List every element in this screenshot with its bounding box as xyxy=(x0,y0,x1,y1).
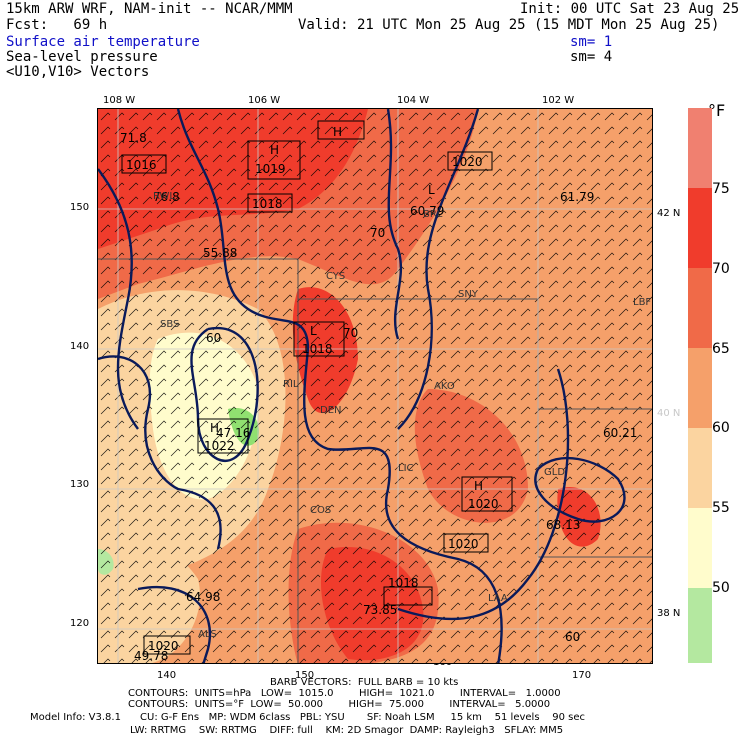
station-label: LAA xyxy=(488,593,508,604)
colorbar-swatch xyxy=(688,268,712,348)
low-pressure-value: 1018 xyxy=(302,342,333,356)
valid-time: Valid: 21 UTC Mon 25 Aug 25 (15 MDT Mon … xyxy=(298,17,720,33)
temp-label: 60.21 xyxy=(603,426,637,440)
high-pressure-value: 1019 xyxy=(255,162,286,176)
temp-label: 49.78 xyxy=(134,649,168,663)
temp-label: 71.8 xyxy=(120,131,147,145)
colorbar-swatch xyxy=(688,348,712,428)
station-label: BRL xyxy=(423,209,443,220)
model-title: 15km ARW WRF, NAM-init -- NCAR/MMM xyxy=(6,1,293,17)
high-pressure-letter: H xyxy=(333,125,342,139)
temperature-contour-info: CONTOURS: UNITS=°F LOW= 50.000 HIGH= 75.… xyxy=(128,699,551,710)
station-label: COS xyxy=(310,505,331,516)
model-physics: LW: RRTMG SW: RRTMG DIFF: full KM: 2D Sm… xyxy=(130,725,564,736)
low-pressure-letter: L xyxy=(428,183,435,197)
map-canvas: H 1019 H L 1018 H 1022 H 1020 1020 1018 … xyxy=(98,109,652,663)
station-label: LIC xyxy=(398,463,414,474)
temp-label: 60 xyxy=(206,331,221,345)
high-pressure-value: 1022 xyxy=(204,439,235,453)
colorbar-label: 65 xyxy=(712,341,730,357)
colorbar-label: 60 xyxy=(712,420,730,436)
colorbar-swatch xyxy=(688,188,712,268)
x-tick-label: 150 xyxy=(295,670,315,681)
x-tick-label: 140 xyxy=(157,670,177,681)
temp-label: 60.79 xyxy=(410,204,444,218)
isobar-labels: 1016 1020 1018 1020 xyxy=(121,151,493,553)
field-pressure-label: Sea-level pressure xyxy=(6,49,158,65)
field-temperature-smoothing: sm= 1 xyxy=(570,34,613,50)
high-pressure-letter: H xyxy=(270,143,279,157)
temperature-values: 71.8 76.8 55.88 60.79 61.79 70 47.16 60.… xyxy=(120,131,637,663)
station-label: LBF xyxy=(633,297,651,308)
y-tick-label: 130 xyxy=(70,479,90,490)
wind-barbs xyxy=(98,109,652,663)
x-tick-label: 170 xyxy=(572,670,592,681)
station-label: SBS xyxy=(160,319,179,330)
low-pressure-letter: L xyxy=(310,324,317,338)
temp-label: 55.88 xyxy=(203,246,237,260)
station-label: GLD xyxy=(544,467,565,478)
temp-label: 68.13 xyxy=(546,518,580,532)
high-pressure-letter: H xyxy=(210,421,219,435)
temp-label: 60 xyxy=(565,630,580,644)
high-pressure-value: 1020 xyxy=(468,497,499,511)
colorbar-label: 55 xyxy=(712,500,730,516)
temp-label: 70 xyxy=(370,226,385,240)
colorbar-label: 70 xyxy=(712,261,730,277)
y-tick-label: 120 xyxy=(70,618,90,629)
temp-label: 70 xyxy=(343,326,358,340)
colorbar-swatch xyxy=(688,428,712,508)
isobar-label: 1020 xyxy=(452,155,483,169)
lon-label: 102 W xyxy=(542,95,575,106)
station-label: AKO xyxy=(434,381,455,392)
colorbar-swatch xyxy=(688,108,712,188)
temp-label: 73.85 xyxy=(363,603,397,617)
barb-legend: BARB VECTORS: FULL BARB = 10 kts xyxy=(270,677,459,688)
temp-label: 76.8 xyxy=(153,190,180,204)
station-label: RWL xyxy=(153,191,175,202)
colorbar-label: 50 xyxy=(712,580,730,596)
station-label: SNY xyxy=(458,289,479,300)
y-tick-label: 150 xyxy=(70,202,90,213)
lat-label: 42 N xyxy=(657,208,681,219)
colorbar-swatch xyxy=(688,508,712,588)
field-vectors-label: <U10,V10> Vectors xyxy=(6,64,150,80)
colorbar-swatch xyxy=(688,588,712,663)
isobar-label: 1018 xyxy=(252,197,283,211)
pressure-centers: H 1019 H L 1018 H 1022 H 1020 1020 1018 … xyxy=(143,120,513,655)
temp-label: 47.16 xyxy=(216,426,250,440)
temp-label: 64.98 xyxy=(186,590,220,604)
temp-label: 61.79 xyxy=(560,190,594,204)
field-pressure-smoothing: sm= 4 xyxy=(570,49,613,65)
station-labels: RWL SBS CYS SNY BRL AKO DEN COS GLD ALS … xyxy=(153,191,651,640)
colorbar-label: 75 xyxy=(712,181,730,197)
high-pressure-value: 1018 xyxy=(388,576,419,590)
model-info: Model Info: V3.8.1 CU: G-F Ens MP: WDM 6… xyxy=(30,712,586,723)
isobar-label: 1016 xyxy=(126,158,157,172)
lat-label: 38 N xyxy=(657,608,681,619)
weather-map: H 1019 H L 1018 H 1022 H 1020 1020 1018 … xyxy=(97,108,653,664)
forecast-hour: Fcst: 69 h xyxy=(6,17,108,33)
high-pressure-value: 1020 xyxy=(148,639,179,653)
station-label: ALS xyxy=(198,629,217,640)
init-time: Init: 00 UTC Sat 23 Aug 25 xyxy=(520,1,740,17)
pressure-contour-info: CONTOURS: UNITS=hPa LOW= 1015.0 HIGH= 10… xyxy=(128,688,561,699)
isobars xyxy=(98,109,626,663)
lat-label: 40 N xyxy=(657,408,681,419)
station-label: CYS xyxy=(326,271,345,282)
colorbar-unit: °F xyxy=(708,101,726,120)
isobar-label: 1020 xyxy=(448,537,479,551)
lon-label: 104 W xyxy=(397,95,430,106)
lon-label: 106 W xyxy=(248,95,281,106)
lon-label: 108 W xyxy=(103,95,136,106)
station-label: DEN xyxy=(320,405,342,416)
high-pressure-letter: H xyxy=(474,479,483,493)
y-tick-label: 140 xyxy=(70,341,90,352)
field-temperature-label: Surface air temperature xyxy=(6,34,200,50)
station-label: RIL xyxy=(283,379,299,390)
